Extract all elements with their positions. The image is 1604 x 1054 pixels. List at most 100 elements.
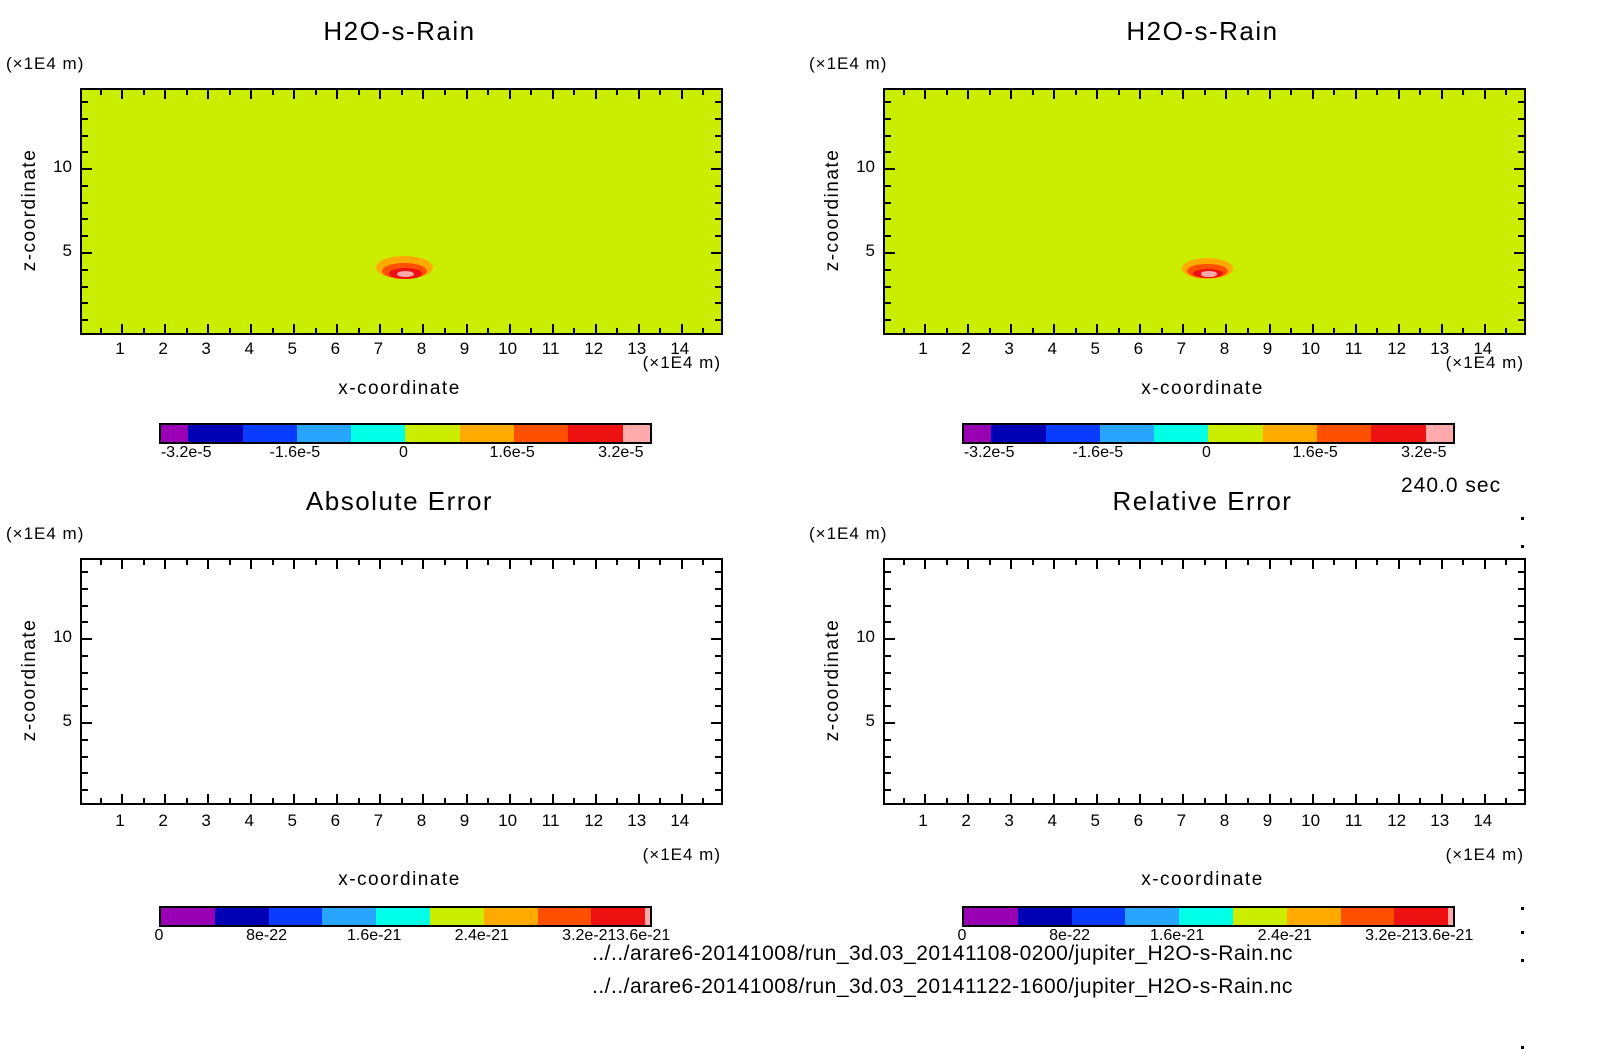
tick-mark [1290, 328, 1293, 333]
tick-mark [1440, 794, 1443, 803]
stray-tick-dot [1521, 907, 1524, 910]
tick-mark [1096, 794, 1099, 803]
tick-mark [659, 560, 662, 565]
tick-mark [1203, 798, 1206, 803]
tick-mark [82, 268, 88, 271]
tick-mark [945, 560, 948, 565]
tick-mark [508, 324, 511, 333]
tick-mark [82, 117, 88, 120]
tick-mark [594, 794, 597, 803]
x-tick-label: 9 [459, 339, 470, 358]
tick-mark [1518, 218, 1524, 221]
tick-mark [715, 604, 721, 607]
colorbar-segment [1425, 425, 1453, 442]
tick-mark [702, 90, 705, 95]
tick-mark [885, 302, 891, 305]
tick-mark [1518, 302, 1524, 305]
tick-mark [1376, 90, 1379, 95]
tick-mark [164, 90, 167, 99]
colorbar-tick-label: -1.6e-5 [1072, 444, 1124, 461]
tick-mark [594, 560, 597, 569]
tick-mark [1246, 328, 1249, 333]
y-tick-label: 5 [865, 241, 875, 261]
tick-mark [885, 252, 895, 255]
tick-mark [250, 560, 253, 569]
colorbar-segment [1045, 425, 1100, 442]
x-tick-label: 14 [1473, 339, 1493, 358]
tick-mark [185, 90, 188, 95]
x-tick-label: 3 [201, 339, 211, 358]
tick-mark [207, 794, 210, 803]
colorbar-segment [1208, 425, 1263, 442]
tick-mark [1010, 794, 1013, 803]
colorbar-tick-label: 0 [154, 927, 164, 944]
tick-mark [99, 560, 102, 565]
tick-mark [185, 328, 188, 333]
tick-mark [715, 285, 721, 288]
x-tick-label: 10 [498, 339, 518, 358]
colorbar-segment [1017, 908, 1072, 925]
tick-mark [711, 722, 721, 725]
tick-mark [1160, 90, 1163, 95]
tick-mark [885, 201, 891, 204]
x-axis-label: x-coordinate [338, 378, 461, 399]
tick-mark [715, 587, 721, 590]
tick-mark [637, 90, 640, 99]
tick-mark [379, 560, 382, 569]
tick-mark [99, 90, 102, 95]
tick-mark [207, 324, 210, 333]
tick-mark [82, 621, 88, 624]
tick-mark [142, 328, 145, 333]
colorbar-segment [991, 425, 1046, 442]
colorbar-segment [376, 908, 430, 925]
tick-mark [945, 328, 948, 333]
x-tick-label: 11 [1344, 811, 1363, 830]
x-tick-label: 12 [584, 339, 604, 358]
tick-mark [336, 90, 339, 99]
tick-mark [885, 268, 891, 271]
tick-mark [336, 794, 339, 803]
tick-mark [1182, 324, 1185, 333]
tick-mark [1518, 134, 1524, 137]
tick-mark [465, 560, 468, 569]
x-tick-label: 9 [1262, 811, 1273, 830]
tick-mark [885, 587, 891, 590]
contour-ring [397, 271, 415, 278]
tick-mark [422, 324, 425, 333]
tick-mark [715, 151, 721, 154]
tick-mark [1139, 324, 1142, 333]
tick-mark [1483, 560, 1486, 569]
tick-mark [1397, 90, 1400, 99]
x-tick-label: 2 [158, 811, 168, 830]
plot-title: Absolute Error [305, 486, 494, 516]
tick-mark [945, 798, 948, 803]
x-tick-label: 7 [373, 811, 384, 830]
tick-mark [164, 560, 167, 569]
tick-mark [1354, 794, 1357, 803]
tick-mark [715, 117, 721, 120]
tick-mark [885, 688, 891, 691]
tick-mark [1397, 794, 1400, 803]
tick-mark [293, 324, 296, 333]
tick-mark [82, 587, 88, 590]
colorbar-segment [351, 425, 406, 442]
tick-mark [530, 798, 533, 803]
tick-mark [185, 560, 188, 565]
tick-mark [1440, 90, 1443, 99]
tick-mark [271, 328, 274, 333]
source-file-path-2: ../../arare6-20141008/run_3d.03_20141122… [592, 975, 1293, 998]
x-tick-label: 10 [1301, 811, 1321, 830]
tick-mark [82, 302, 88, 305]
colorbar-segment [1154, 425, 1209, 442]
colorbar-tick-label: 8e-22 [1049, 927, 1091, 944]
tick-mark [885, 654, 891, 657]
tick-mark [1010, 90, 1013, 99]
tick-mark [715, 134, 721, 137]
tick-mark [885, 705, 891, 708]
colorbar-tick-label: 3.2e-5 [598, 444, 644, 461]
tick-mark [1514, 252, 1524, 255]
y-axis-unit: (×1E4 m) [6, 54, 85, 73]
tick-mark [1117, 560, 1120, 565]
tick-mark [164, 324, 167, 333]
tick-mark [357, 328, 360, 333]
